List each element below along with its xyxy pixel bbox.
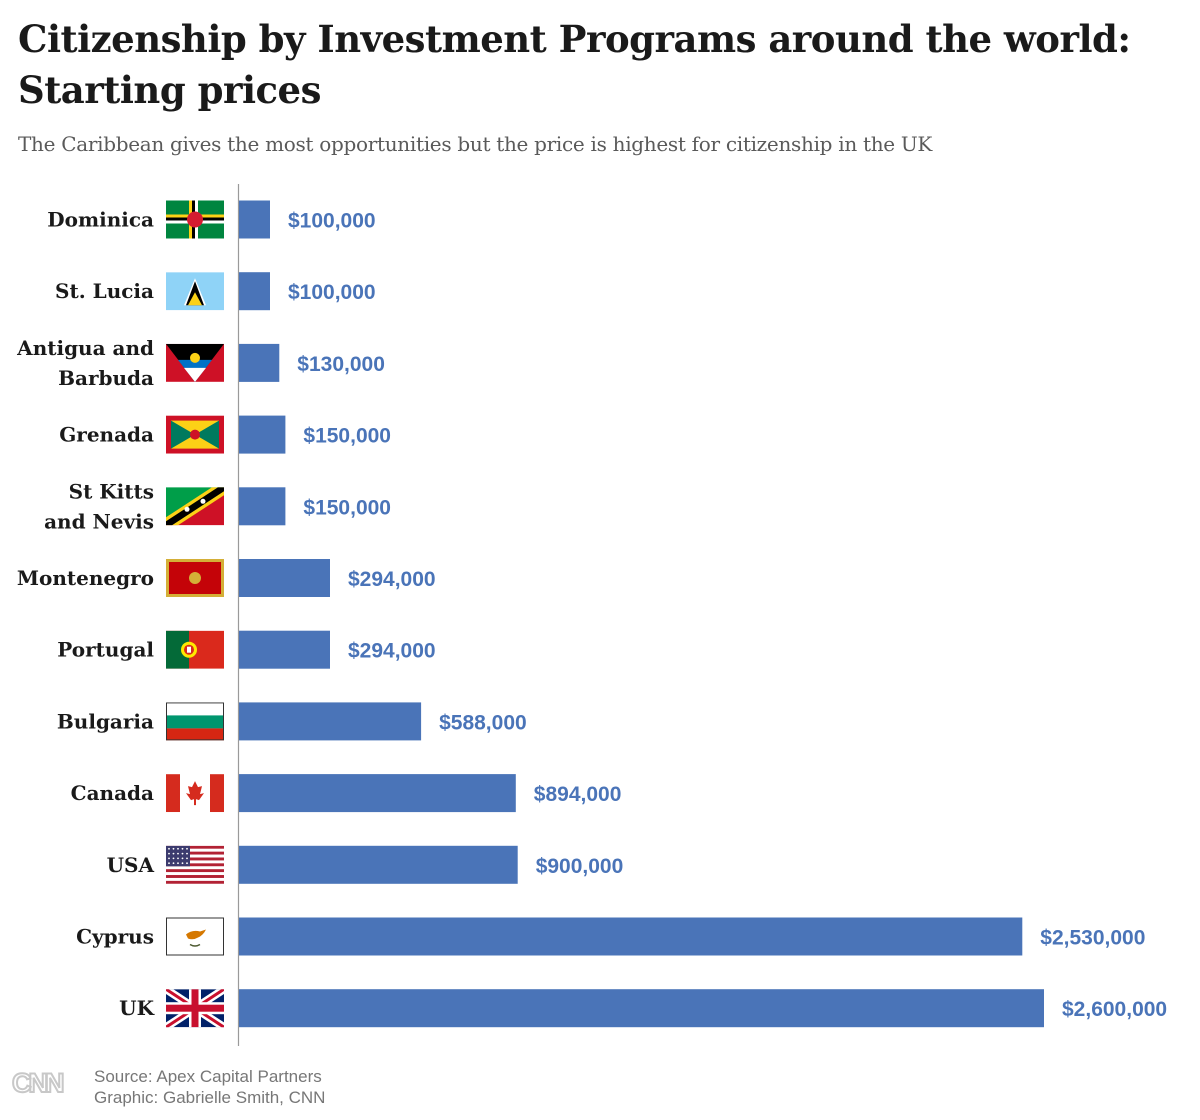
category-label-5: Montenegro [17,566,154,590]
bar-2 [239,343,280,382]
bar-11 [239,989,1044,1028]
bar-0 [239,200,270,239]
category-label-6: Portugal [57,638,154,662]
uk-flag-icon [166,989,224,1028]
category-label-9: USA [107,853,155,877]
usa-flag-icon [166,845,224,884]
value-label-11: $2,600,000 [1062,998,1167,1021]
portugal-flag-icon [166,630,224,669]
category-label-8: Canada [71,781,154,805]
canada-flag-icon [166,774,224,813]
value-label-7: $588,000 [439,711,527,734]
category-label-11: UK [119,996,154,1020]
category-label-10: Cyprus [76,925,154,949]
category-label-0: Dominica [47,208,154,232]
value-label-4: $150,000 [303,496,391,519]
montenegro-flag-icon [166,559,224,597]
dominica-flag-icon [166,200,224,239]
value-label-1: $100,000 [288,281,376,304]
bar-6 [239,630,330,669]
bar-8 [239,774,516,813]
category-label-4: St Kitts and Nevis [44,479,154,533]
bar-1 [239,272,270,311]
chart-subtitle: The Caribbean gives the most opportuniti… [18,132,933,156]
footer-credits: Source: Apex Capital Partners Graphic: G… [94,1066,325,1108]
source-credit: Source: Apex Capital Partners [94,1067,322,1086]
graphic-credit: Graphic: Gabrielle Smith, CNN [94,1088,326,1107]
value-label-10: $2,530,000 [1040,927,1145,950]
bar-10 [239,917,1023,956]
value-label-2: $130,000 [297,353,385,376]
grenada-flag-icon [166,415,224,454]
bar-7 [239,702,422,741]
value-label-6: $294,000 [348,640,436,663]
value-label-9: $900,000 [536,855,624,878]
value-label-5: $294,000 [348,568,436,591]
antigua-flag-icon [166,343,224,382]
chart-title: Citizenship by Investment Programs aroun… [18,17,1131,112]
bar-9 [239,845,518,884]
category-label-1: St. Lucia [55,279,154,303]
bar-5 [239,559,330,597]
category-label-7: Bulgaria [57,709,154,733]
value-label-3: $150,000 [303,425,391,448]
st-lucia-flag-icon [166,272,224,311]
bar-4 [239,487,286,526]
bulgaria-flag-icon [166,702,224,741]
value-label-0: $100,000 [288,210,376,233]
bar-3 [239,415,286,454]
cyprus-flag-icon [166,917,224,956]
category-label-2: Antigua and Barbuda [16,336,154,390]
value-label-8: $894,000 [534,783,622,806]
cnn-logo: CNN [11,1067,65,1099]
st-kitts-flag-icon [166,487,224,526]
category-label-3: Grenada [59,423,154,447]
